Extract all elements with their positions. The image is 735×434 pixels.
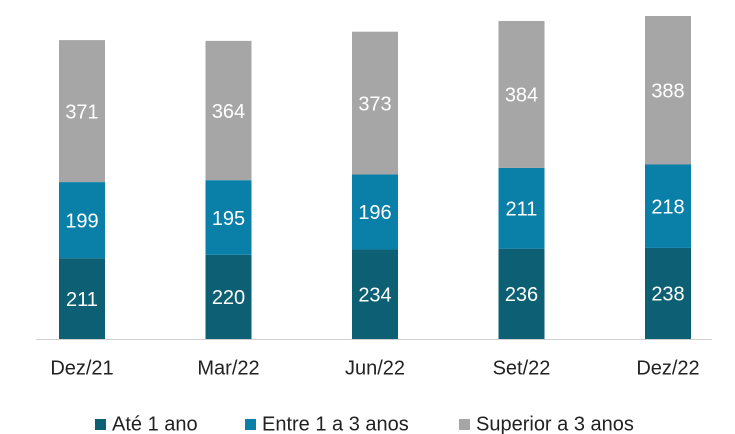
legend-label: Superior a 3 anos [476,413,634,434]
value-label: 218 [651,196,684,218]
value-label: 371 [65,101,98,123]
bar-segment [205,40,252,181]
bar-segment [59,182,105,259]
bar-segment [352,249,398,339]
value-label: 373 [358,93,391,115]
value-label: 211 [506,199,538,221]
bar-segment [205,180,252,255]
legend-label: Entre 1 a 3 anos [262,413,409,434]
x-tick-label: Dez/22 [636,357,699,379]
value-label: 236 [505,284,538,306]
value-label: 220 [212,287,245,309]
bar-segment [498,248,545,339]
value-label: 388 [651,81,684,103]
x-tick-label: Set/22 [493,357,551,379]
bar-segment [59,258,105,339]
value-label: 364 [212,101,245,123]
legend-swatch [245,419,256,430]
bar-segment [498,20,545,168]
value-label: 211 [66,289,98,311]
legend-label: Até 1 ano [112,413,198,434]
value-label: 384 [505,85,538,107]
bar-segment [645,16,691,165]
x-tick-label: Dez/21 [50,357,113,379]
legend-swatch [95,419,106,430]
bar-segment [645,247,691,339]
bar-segment [645,164,691,248]
value-label: 234 [358,285,391,307]
bar-segment [205,254,252,339]
value-label: 199 [65,210,98,232]
value-label: 195 [212,208,245,230]
value-label: 196 [358,202,391,224]
x-tick-label: Jun/22 [345,357,405,379]
legend-swatch [459,419,470,430]
bar-segment [59,40,105,183]
bar-segment [352,31,398,175]
bar-segment [498,167,545,249]
value-label: 238 [651,284,684,306]
bar-segment [352,174,398,250]
x-tick-label: Mar/22 [197,357,259,379]
